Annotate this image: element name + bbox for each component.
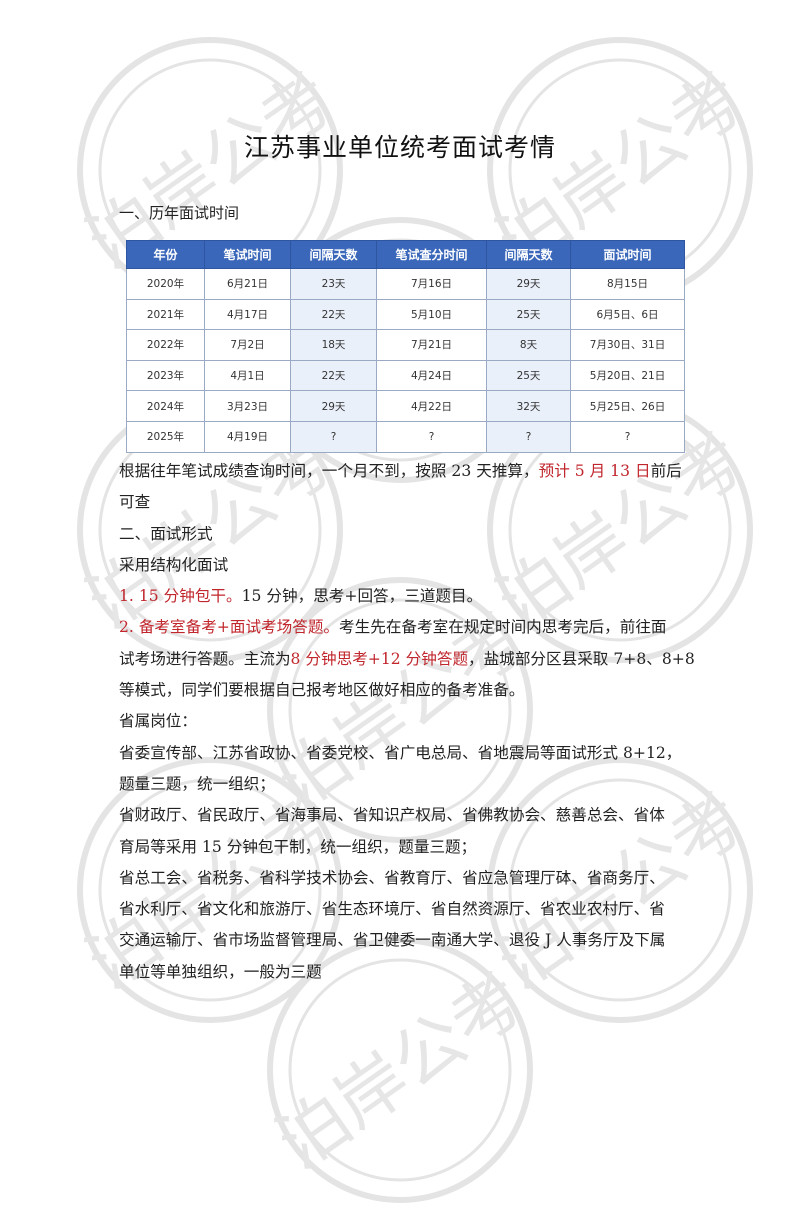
text-segment: 题量三题，统一组织；	[119, 774, 275, 793]
text-line: 省财政厅、省民政厅、省海事局、省知识产权局、省佛教协会、慈善总会、省体	[119, 800, 685, 831]
section-heading-history: 一、历年面试时间	[119, 204, 240, 222]
header-interview-date: 面试时间	[570, 240, 685, 269]
header-interval-2: 间隔天数	[486, 240, 571, 269]
table-cell: 4月1日	[204, 359, 291, 392]
table-row: 2021年 4月17日 22天 5月10日 25天 6月5日、6日	[126, 298, 685, 331]
header-written-date: 笔试时间	[204, 240, 291, 269]
table-row: 2023年 4月1日 22天 4月24日 25天 5月20日、21日	[126, 359, 685, 392]
text-line: 单位等单独组织，一般为三题	[119, 957, 685, 988]
text-segment: 可查	[119, 493, 151, 512]
table-cell: 8天	[486, 329, 571, 361]
text-line: 2. 备考室备考+面试考场答题。考生先在备考室在规定时间内思考完后，前往面	[119, 612, 685, 643]
text-line: 可查	[119, 487, 685, 518]
table-cell: 8月15日	[570, 268, 685, 300]
table-cell: ?	[570, 420, 685, 453]
text-line: 试考场进行答题。主流为8 分钟思考+12 分钟答题，盐城部分区县采取 7+8、8…	[119, 644, 695, 675]
text-segment: 省财政厅、省民政厅、省海事局、省知识产权局、省佛教协会、慈善总会、省体	[119, 806, 665, 825]
table-cell: ?	[290, 420, 377, 453]
table-cell: 6月21日	[204, 268, 291, 300]
text-line: 二、面试形式	[119, 519, 685, 550]
text-segment: 考生先在备考室在规定时间内思考完后，前往面	[339, 618, 667, 637]
table-cell: 29天	[486, 268, 571, 300]
interview-schedule-table: 年份 笔试时间 间隔天数 笔试查分时间 间隔天数 面试时间 2020年 6月21日…	[126, 240, 685, 453]
table-row: 2020年 6月21日 23天 7月16日 29天 8月15日	[126, 268, 685, 300]
page-title: 江苏事业单位统考面试考情	[243, 133, 556, 162]
text-line: 省委宣传部、江苏省政协、省委党校、省广电总局、省地震局等面试形式 8+12，	[119, 738, 685, 769]
text-line: 省总工会、省税务、省科学技术协会、省教育厅、省应急管理厅砵、省商务厅、	[119, 863, 685, 894]
text-segment: ，盐城部分区县采取 7+8、8+8	[468, 649, 695, 668]
table-cell: 25天	[486, 298, 571, 331]
text-segment: 省委宣传部、江苏省政协、省委党校、省广电总局、省地震局等面试形式 8+12，	[119, 743, 682, 762]
table-cell: 5月25日、26日	[570, 390, 685, 422]
table-cell: 3月23日	[204, 390, 291, 422]
table-cell: 22天	[290, 298, 377, 331]
table-cell: 2021年	[126, 298, 205, 331]
table-cell: 18天	[290, 329, 377, 361]
text-segment: 根据往年笔试成绩查询时间，一个月不到，按照 23 天推算，	[119, 462, 539, 480]
text-line: 1. 15 分钟包干。15 分钟，思考+回答，三道题目。	[119, 581, 685, 612]
highlight-text: 8 分钟思考+12 分钟答题	[290, 649, 469, 668]
text-segment: 前后	[650, 462, 682, 480]
text-segment: 省属岗位：	[119, 712, 197, 731]
text-segment: 育局等采用 15 分钟包干制，统一组织，题量三题；	[119, 837, 477, 856]
table-cell: 25天	[486, 359, 571, 392]
table-header-row: 年份 笔试时间 间隔天数 笔试查分时间 间隔天数 面试时间	[126, 240, 685, 269]
highlight-text: 2. 备考室备考+面试考场答题。	[119, 618, 340, 637]
table-cell: 7月21日	[376, 329, 487, 361]
table-cell: 29天	[290, 390, 377, 422]
table-row: 2022年 7月2日 18天 7月21日 8天 7月30日、31日	[126, 329, 685, 361]
table-cell: 7月30日、31日	[570, 329, 685, 361]
text-line: 交通运输厅、省市场监督管理局、省卫健委一南通大学、退役 J 人事务厅及下属	[119, 925, 685, 956]
table-cell: 4月24日	[376, 359, 487, 392]
table-cell: 7月16日	[376, 268, 487, 300]
table-cell: 5月20日、21日	[570, 359, 685, 392]
table-cell: ?	[486, 420, 571, 453]
text-segment: 省总工会、省税务、省科学技术协会、省教育厅、省应急管理厅砵、省商务厅、	[119, 868, 665, 887]
text-segment: 二、面试形式	[119, 524, 213, 543]
table-cell: 4月19日	[204, 420, 291, 453]
highlight-text: 预计 5 月 13 日	[538, 462, 651, 480]
text-line: 省水利厅、省文化和旅游厅、省生态环境厅、省自然资源厅、省农业农村厅、省	[119, 894, 685, 925]
text-segment: 省水利厅、省文化和旅游厅、省生态环境厅、省自然资源厅、省农业农村厅、省	[119, 900, 665, 919]
text-line: 等模式，同学们要根据自己报考地区做好相应的备考准备。	[119, 675, 685, 706]
text-segment: 等模式，同学们要根据自己报考地区做好相应的备考准备。	[119, 681, 525, 700]
text-line: 育局等采用 15 分钟包干制，统一组织，题量三题；	[119, 832, 685, 863]
table-cell: 4月17日	[204, 298, 291, 331]
text-segment: 单位等单独组织，一般为三题	[119, 962, 322, 981]
table-cell: 22天	[290, 359, 377, 392]
svg-text:泊岸公考: 泊岸公考	[262, 957, 538, 1185]
table-cell: 32天	[486, 390, 571, 422]
table-cell: 7月2日	[204, 329, 291, 361]
header-year: 年份	[126, 240, 205, 269]
text-segment: 交通运输厅、省市场监督管理局、省卫健委一南通大学、退役 J 人事务厅及下属	[119, 931, 666, 950]
table-cell: ?	[376, 420, 487, 453]
table-row: 2025年 4月19日????	[126, 420, 685, 453]
table-cell: 2022年	[126, 329, 205, 361]
header-interval-1: 间隔天数	[290, 240, 377, 269]
text-line: 采用结构化面试	[119, 550, 685, 581]
text-line: 题量三题，统一组织；	[119, 769, 685, 800]
table-cell: 2023年	[126, 359, 205, 392]
table-row: 2024年 3月23日 29天 4月22日 32天 5月25日、26日	[126, 390, 685, 422]
table-cell: 4月22日	[376, 390, 487, 422]
text-segment: 试考场进行答题。主流为	[119, 649, 291, 668]
table-cell: 5月10日	[376, 298, 487, 331]
header-score-date: 笔试查分时间	[376, 240, 487, 269]
text-line: 省属岗位：	[119, 706, 685, 737]
body-text: 根据往年笔试成绩查询时间，一个月不到，按照 23 天推算，预计 5 月 13 日…	[119, 456, 695, 988]
table-cell: 2020年	[126, 268, 205, 300]
table-cell: 23天	[290, 268, 377, 300]
table-cell: 6月5日、6日	[570, 298, 685, 331]
table-cell: 2024年	[126, 390, 205, 422]
table-cell: 2025年	[126, 420, 205, 453]
text-line: 根据往年笔试成绩查询时间，一个月不到，按照 23 天推算，预计 5 月 13 日…	[119, 456, 685, 487]
text-segment: 采用结构化面试	[119, 555, 229, 574]
highlight-text: 1. 15 分钟包干。	[119, 587, 242, 606]
text-segment: 15 分钟，思考+回答，三道题目。	[241, 587, 483, 606]
